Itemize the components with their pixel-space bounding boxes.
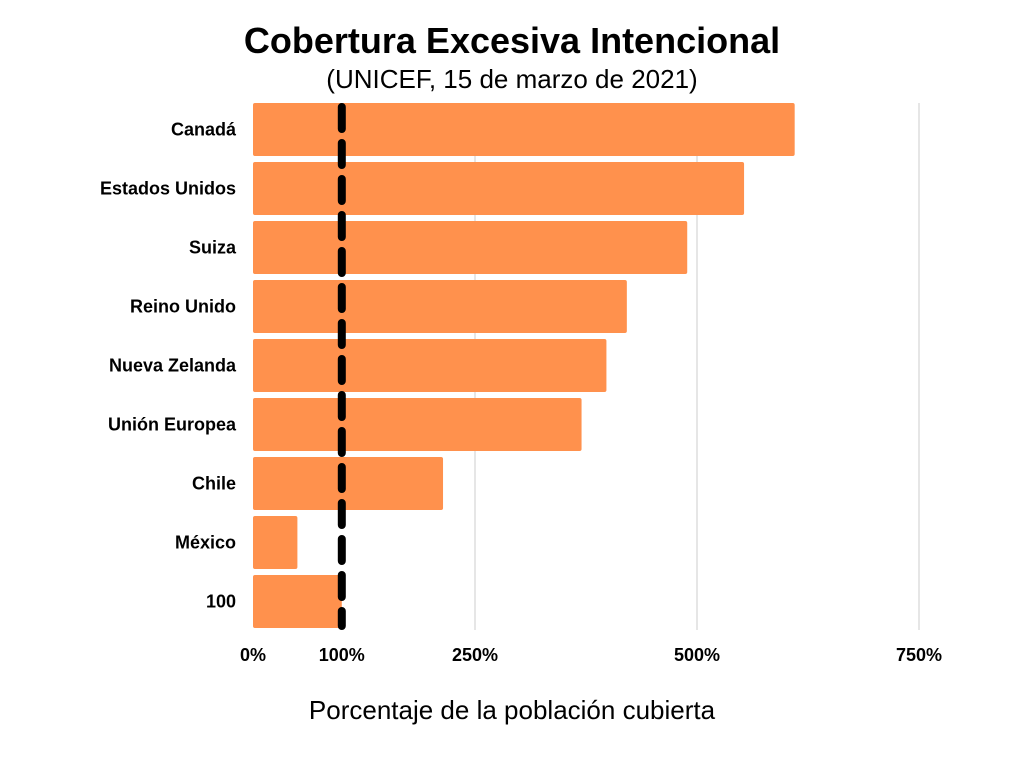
category-label: Reino Unido (130, 297, 236, 317)
bar (253, 162, 745, 215)
category-label: 100 (206, 592, 236, 612)
bar (253, 339, 607, 392)
x-tick-label: 250% (452, 645, 498, 665)
category-label: México (175, 533, 236, 553)
bar (253, 280, 627, 333)
bar (253, 575, 342, 628)
bar (253, 103, 795, 156)
x-tick-label: 750% (896, 645, 942, 665)
category-label: Unión Europea (108, 415, 237, 435)
bar (253, 398, 582, 451)
x-tick-label: 500% (674, 645, 720, 665)
chart-subtitle: (UNICEF, 15 de marzo de 2021) (326, 64, 697, 94)
category-label: Nueva Zelanda (109, 356, 237, 376)
category-label: Canadá (171, 120, 237, 140)
bar (253, 516, 298, 569)
x-axis-label: Porcentaje de la población cubierta (309, 695, 716, 725)
x-tick-label: 0% (240, 645, 266, 665)
x-tick-label: 100% (319, 645, 365, 665)
category-label: Chile (192, 474, 236, 494)
chart-title: Cobertura Excesiva Intencional (244, 20, 780, 61)
category-label: Estados Unidos (100, 179, 236, 199)
bar (253, 221, 688, 274)
bar (253, 457, 444, 510)
category-label: Suiza (189, 238, 237, 258)
